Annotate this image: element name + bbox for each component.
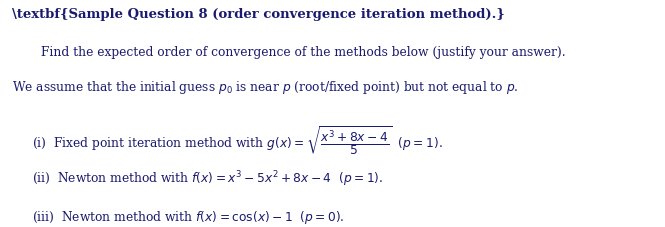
Text: \textbf{Sample Question 8 (order convergence iteration method).}: \textbf{Sample Question 8 (order converg… bbox=[12, 8, 505, 21]
Text: We assume that the initial guess $p_0$ is near $p$ (root/fixed point) but not eq: We assume that the initial guess $p_0$ i… bbox=[12, 78, 519, 95]
Text: (ii)  Newton method with $f(x) = x^3 - 5x^2 + 8x - 4$  $(p = 1)$.: (ii) Newton method with $f(x) = x^3 - 5x… bbox=[32, 169, 384, 189]
Text: Find the expected order of convergence of the methods below (justify your answer: Find the expected order of convergence o… bbox=[41, 45, 566, 58]
Text: (iii)  Newton method with $f(x) = \cos(x) - 1$  $(p = 0)$.: (iii) Newton method with $f(x) = \cos(x)… bbox=[32, 208, 344, 225]
Text: (i)  Fixed point iteration method with $g(x) = \sqrt{\dfrac{x^3 + 8x - 4}{5}}$  : (i) Fixed point iteration method with $g… bbox=[32, 124, 443, 156]
